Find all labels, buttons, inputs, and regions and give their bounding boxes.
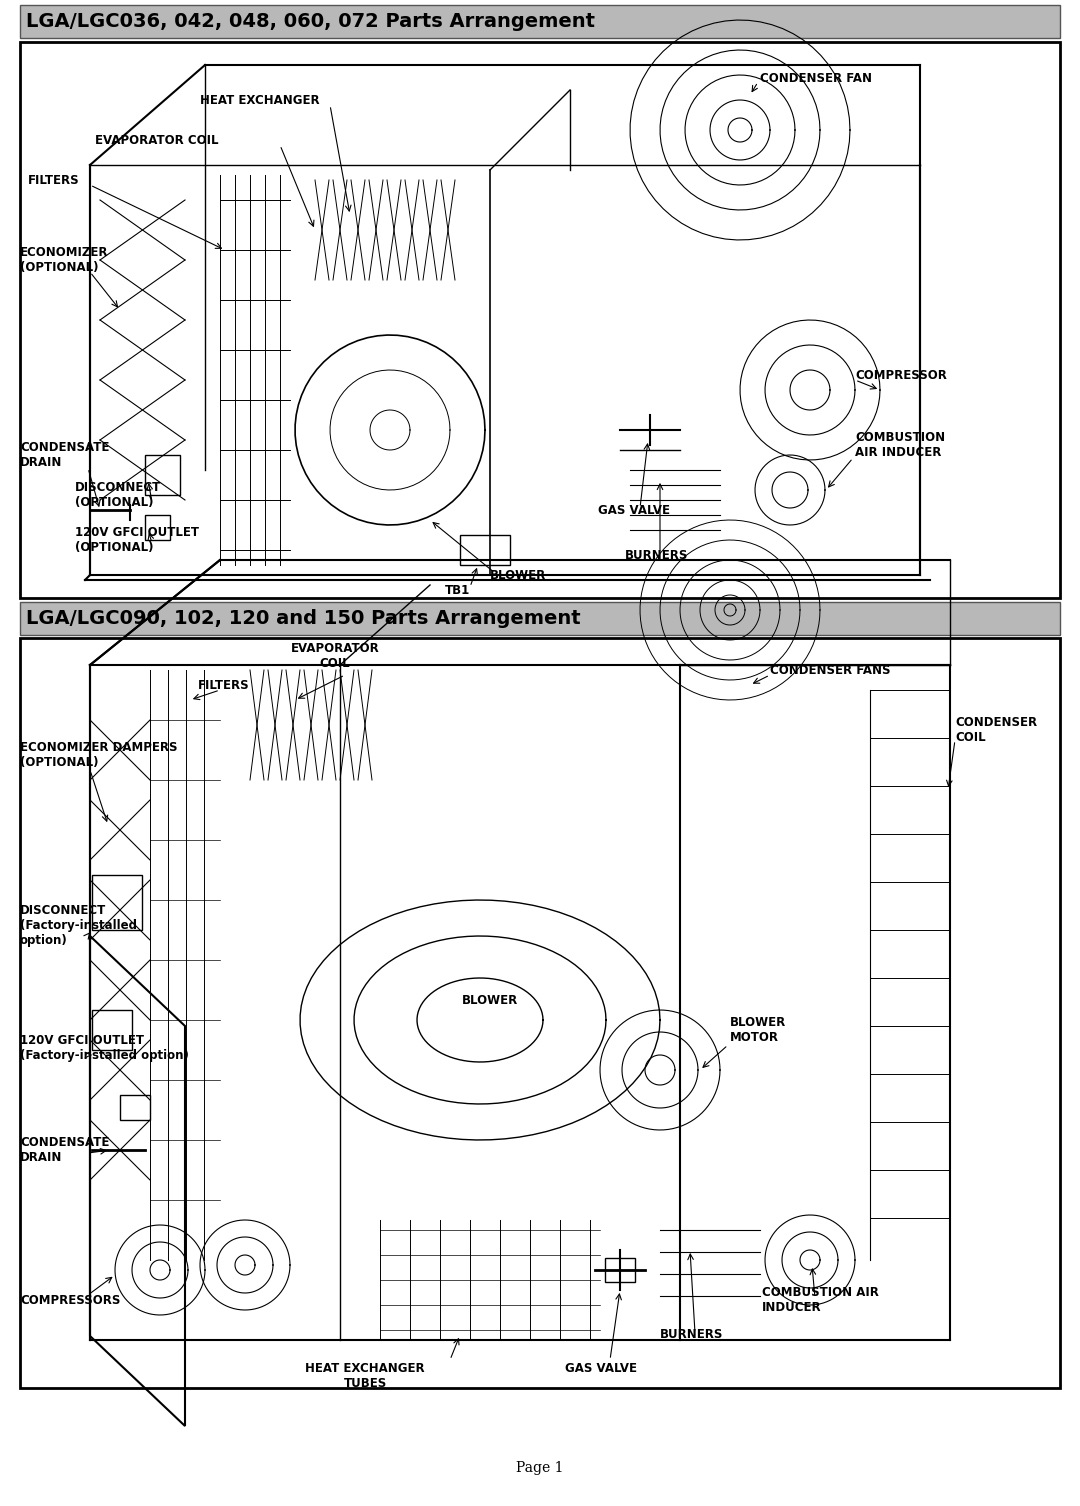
Text: CONDENSER FANS: CONDENSER FANS — [770, 664, 891, 676]
Text: BLOWER
MOTOR: BLOWER MOTOR — [730, 1017, 786, 1044]
Text: CONDENSER
COIL: CONDENSER COIL — [955, 715, 1037, 744]
Bar — [120, 1095, 150, 1120]
Text: Page 1: Page 1 — [516, 1461, 564, 1474]
Bar — [21, 602, 1059, 636]
Text: CONDENSER FAN: CONDENSER FAN — [760, 71, 872, 84]
Text: LGA/LGC036, 042, 048, 060, 072 Parts Arrangement: LGA/LGC036, 042, 048, 060, 072 Parts Arr… — [26, 12, 595, 32]
Text: 120V GFCI OUTLET
(OPTIONAL): 120V GFCI OUTLET (OPTIONAL) — [75, 526, 199, 554]
Bar — [92, 875, 141, 931]
Text: ECONOMIZER DAMPERS
(OPTIONAL): ECONOMIZER DAMPERS (OPTIONAL) — [21, 741, 177, 770]
Bar — [92, 1011, 132, 1050]
Text: CONDENSATE
DRAIN: CONDENSATE DRAIN — [21, 1136, 109, 1164]
Text: HEAT EXCHANGER: HEAT EXCHANGER — [200, 93, 320, 107]
Bar — [145, 515, 170, 541]
Text: HEAT EXCHANGER
TUBES: HEAT EXCHANGER TUBES — [306, 1361, 424, 1390]
Text: BLOWER: BLOWER — [490, 568, 546, 581]
Text: COMBUSTION
AIR INDUCER: COMBUSTION AIR INDUCER — [855, 431, 945, 459]
Text: COMPRESSOR: COMPRESSOR — [855, 369, 947, 381]
Text: TB1: TB1 — [445, 583, 470, 596]
Text: BLOWER: BLOWER — [462, 994, 518, 1006]
Text: LGA/LGC090, 102, 120 and 150 Parts Arrangement: LGA/LGC090, 102, 120 and 150 Parts Arran… — [26, 608, 581, 628]
Text: ECONOMIZER
(OPTIONAL): ECONOMIZER (OPTIONAL) — [21, 245, 108, 274]
Text: COMBUSTION AIR
INDUCER: COMBUSTION AIR INDUCER — [762, 1286, 879, 1315]
Bar — [145, 455, 180, 495]
Bar — [21, 639, 1059, 1389]
Text: EVAPORATOR
COIL: EVAPORATOR COIL — [291, 642, 379, 670]
Text: DISCONNECT
(OPTIONAL): DISCONNECT (OPTIONAL) — [75, 480, 161, 509]
Text: 120V GFCI OUTLET
(Factory-installed option): 120V GFCI OUTLET (Factory-installed opti… — [21, 1035, 189, 1062]
Text: BURNERS: BURNERS — [660, 1328, 724, 1342]
Text: BURNERS: BURNERS — [625, 548, 688, 562]
Bar — [21, 42, 1059, 598]
Bar — [460, 535, 510, 565]
Text: FILTERS: FILTERS — [198, 679, 249, 691]
Bar — [605, 1258, 635, 1282]
Text: EVAPORATOR COIL: EVAPORATOR COIL — [95, 134, 218, 146]
Text: DISCONNECT
(Factory-installed
option): DISCONNECT (Factory-installed option) — [21, 904, 137, 946]
Text: GAS VALVE: GAS VALVE — [565, 1361, 637, 1375]
Text: FILTERS: FILTERS — [28, 173, 80, 187]
Bar — [21, 5, 1059, 38]
Text: GAS VALVE: GAS VALVE — [598, 503, 670, 517]
Text: CONDENSATE
DRAIN: CONDENSATE DRAIN — [21, 441, 109, 468]
Text: COMPRESSORS: COMPRESSORS — [21, 1294, 120, 1307]
